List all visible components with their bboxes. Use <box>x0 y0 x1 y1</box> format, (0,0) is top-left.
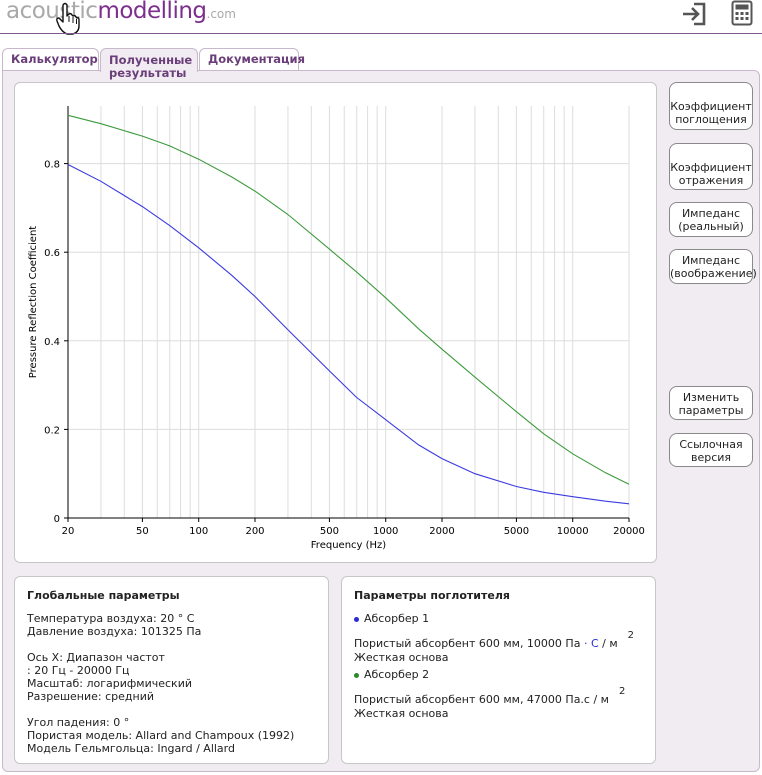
x-tick-label: 20 <box>62 526 75 537</box>
air-pressure: Давление воздуха: 101325 Па <box>27 625 202 638</box>
absorber-2-dot-icon <box>354 672 359 678</box>
header-divider <box>0 33 762 34</box>
absorber-2-description: Пористый абсорбент 600 мм, 47000 Па.с / … <box>354 686 626 706</box>
x-axis-label: Frequency (Hz) <box>311 540 387 551</box>
absorber-1-name: Абсорбер 1 <box>354 612 643 625</box>
x-tick-label: 100 <box>189 526 208 537</box>
resolution: Разрешение: средний <box>27 690 155 703</box>
site-logo[interactable]: acousticmodelling.com <box>6 0 236 24</box>
tab-documentation[interactable]: Документация <box>199 48 305 70</box>
x-tick-label: 2000 <box>429 526 454 537</box>
global-parameters-title: Глобальные параметры <box>27 589 180 602</box>
x-tick-label: 20000 <box>613 526 645 537</box>
absorption-coefficient-button[interactable]: Коэффициент поглощения <box>669 82 753 130</box>
impedance-imaginary-button[interactable]: Импеданс (воображение) <box>669 249 757 284</box>
hand-cursor-icon <box>56 2 80 35</box>
series-line-1 <box>67 164 630 505</box>
air-temperature: Температура воздуха: 20 ° C <box>27 612 195 625</box>
y-tick-label: 0.2 <box>44 425 60 436</box>
x-tick-label: 1000 <box>373 526 398 537</box>
reflection-coefficient-button[interactable]: Коэффициент отражения <box>669 143 753 190</box>
x-axis-label: Ось X: Диапазон частот <box>27 651 165 664</box>
y-axis-label: Pressure Reflection Coefficient <box>28 226 39 379</box>
chart-container: 20 50 100 200 500 1000 2000 5000 10000 20000 0 0.2 0… <box>14 82 657 563</box>
x-tick-label: 10000 <box>557 526 589 537</box>
absorber-1-backing: Жесткая основа <box>354 651 449 664</box>
helmholtz-model: Модель Гельмгольца: Ingard / Allard <box>27 742 235 755</box>
scale-type: Масштаб: логарифмический <box>27 677 192 690</box>
series-line-2 <box>67 114 630 485</box>
absorber-2-name: Абсорбер 2 <box>354 668 643 681</box>
x-tick-label: 50 <box>136 526 149 537</box>
y-tick-label: 0.4 <box>44 337 60 348</box>
incidence-angle: Угол падения: 0 ° <box>27 716 130 729</box>
x-tick-label: 500 <box>320 526 339 537</box>
impedance-real-button[interactable]: Импеданс (реальный) <box>669 202 753 237</box>
y-tick-label: 0.8 <box>44 160 60 171</box>
header: acousticmodelling.com <box>0 0 762 35</box>
absorber-1-dot-icon <box>354 616 359 622</box>
global-parameters-box: Глобальные параметры Температура воздуха… <box>14 576 329 764</box>
absorber-parameters-title: Параметры поглотителя <box>354 589 510 602</box>
calculator-icon[interactable] <box>731 0 753 26</box>
frequency-range: : 20 Гц - 20000 Гц <box>27 664 130 677</box>
sign-in-icon[interactable] <box>680 0 708 28</box>
x-tick-label: 200 <box>245 526 264 537</box>
reflection-chart: 20 50 100 200 500 1000 2000 5000 10000 20000 0 0.2 0… <box>28 106 645 551</box>
x-tick-label: 5000 <box>504 526 529 537</box>
absorber-1-description: Пористый абсорбент 600 мм, 10000 Па · С … <box>354 630 635 650</box>
tab-results[interactable]: Полученные результаты <box>100 48 198 80</box>
absorber-2-backing: Жесткая основа <box>354 707 449 720</box>
tab-calculator[interactable]: Калькулятор <box>2 48 99 70</box>
y-tick-label: 0 <box>54 514 60 525</box>
absorber-parameters-box: Параметры поглотителя Абсорбер 1 Пористы… <box>341 576 656 764</box>
edit-parameters-button[interactable]: Изменить параметры <box>669 386 753 420</box>
y-tick-label: 0.6 <box>44 248 60 259</box>
porous-model: Пористая модель: Allard and Champoux (19… <box>27 729 295 742</box>
reference-version-button[interactable]: Ссылочная версия <box>669 433 753 467</box>
